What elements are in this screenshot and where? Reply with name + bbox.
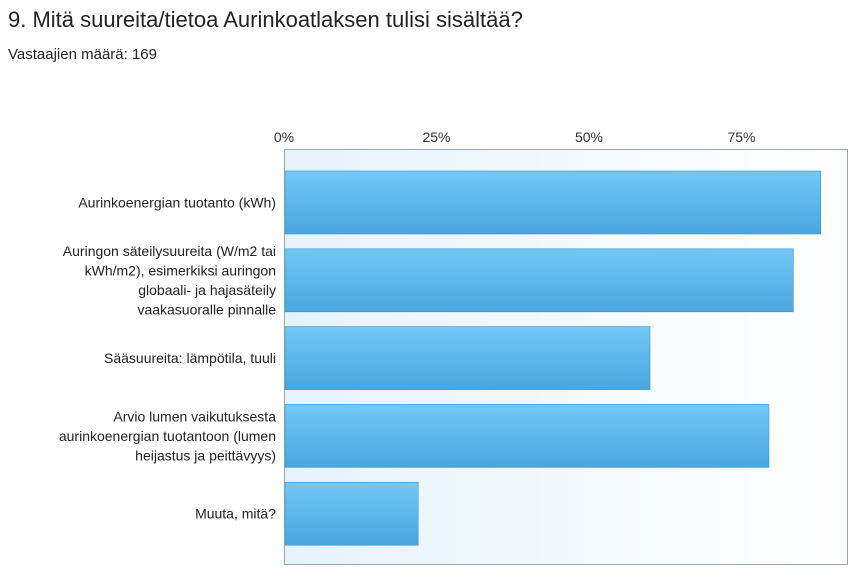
bar bbox=[284, 326, 651, 390]
x-axis-ticks: 0% 25% 50% 75% bbox=[274, 129, 756, 145]
category-label-line: vaakasuoralle pinnalle bbox=[137, 302, 276, 318]
category-label: Aurinkoenergian tuotanto (kWh) bbox=[78, 195, 276, 211]
x-tick-label: 75% bbox=[727, 129, 755, 145]
category-label: Muuta, mitä? bbox=[195, 506, 276, 522]
bar bbox=[284, 404, 770, 468]
category-label-line: Aurinkoenergian tuotanto (kWh) bbox=[78, 195, 276, 211]
respondent-count: Vastaajien määrä: 169 bbox=[8, 46, 157, 63]
category-label-line: kWh/m2), esimerkiksi auringon bbox=[85, 263, 276, 279]
category-label-line: heijastus ja peittävyys) bbox=[135, 447, 276, 463]
category-label-line: globaali- ja hajasäteily bbox=[138, 282, 276, 298]
question-title: 9. Mitä suureita/tietoa Aurinkoatlaksen … bbox=[8, 7, 523, 32]
category-labels: Aurinkoenergian tuotanto (kWh) Auringon s… bbox=[59, 195, 276, 522]
x-tick-label: 25% bbox=[422, 129, 450, 145]
x-tick-label: 50% bbox=[575, 129, 603, 145]
category-label-line: Arvio lumen vaikutuksesta bbox=[113, 408, 276, 424]
bar bbox=[284, 248, 794, 313]
category-label: Arvio lumen vaikutuksesta aurinkoenergian… bbox=[59, 408, 276, 463]
category-label-line: Auringon säteilysuureita (W/m2 tai bbox=[63, 243, 276, 259]
bar bbox=[284, 170, 822, 235]
category-label: Auringon säteilysuureita (W/m2 tai kWh/m2… bbox=[63, 243, 276, 318]
category-label-line: aurinkoenergian tuotantoon (lumen bbox=[59, 428, 276, 444]
category-label: Sääsuureita: lämpötila, tuuli bbox=[104, 350, 276, 366]
x-tick-label: 0% bbox=[274, 129, 294, 145]
bars bbox=[284, 170, 822, 546]
bar bbox=[284, 481, 419, 546]
category-label-line: Muuta, mitä? bbox=[195, 506, 276, 522]
category-label-line: Sääsuureita: lämpötila, tuuli bbox=[104, 350, 276, 366]
